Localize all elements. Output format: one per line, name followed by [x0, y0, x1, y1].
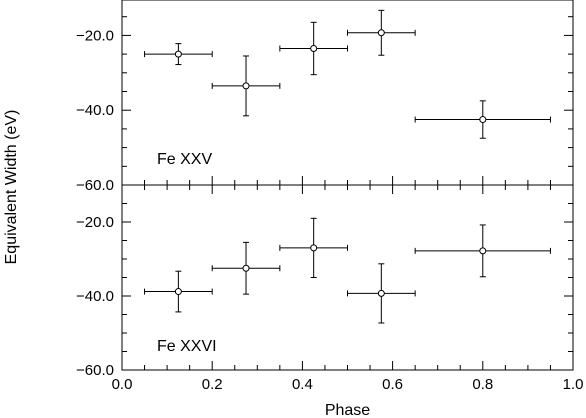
data-point: [242, 82, 250, 90]
x-axis-title: Phase: [325, 402, 370, 418]
x-tick-label: 1.0: [563, 376, 584, 393]
x-tick-label: 0.8: [472, 376, 493, 393]
y-axis-title: Equivalent Width (eV): [3, 110, 20, 265]
data-point: [479, 247, 487, 255]
x-tick-label: 0.4: [292, 376, 313, 393]
y-tick-label-fe-xxvi: −20.0: [76, 214, 114, 231]
data-point: [174, 50, 182, 58]
y-tick-label-fe-xxv: −20.0: [76, 27, 114, 44]
x-tick-label: 0.2: [202, 376, 223, 393]
panel-label-fe-xxv: Fe XXV: [157, 151, 212, 168]
y-tick-label-fe-xxv: −60.0: [76, 177, 114, 194]
data-point: [377, 29, 385, 37]
panel-fe-xxvi: −20.0 −40.0 −60.0 Fe XXVI: [76, 184, 574, 379]
data-point: [377, 289, 385, 297]
y-tick-label-fe-xxvi: −60.0: [76, 362, 114, 379]
x-tick-label: 0.6: [382, 376, 403, 393]
x-tick-label: 0.0: [112, 376, 133, 393]
panel-label-fe-xxvi: Fe XXVI: [157, 338, 217, 355]
panel-fe-xxv: −20.0 −40.0 −60.0 Fe XXV: [76, 0, 574, 194]
data-point: [242, 264, 250, 272]
y-tick-label-fe-xxvi: −40.0: [76, 288, 114, 305]
data-point: [310, 44, 318, 52]
y-tick-label-fe-xxv: −40.0: [76, 102, 114, 119]
data-point: [479, 116, 487, 124]
x-axis: 0.0 0.2 0.4 0.6 0.8 1.0: [112, 376, 584, 393]
data-point: [174, 288, 182, 296]
data-point: [310, 244, 318, 252]
